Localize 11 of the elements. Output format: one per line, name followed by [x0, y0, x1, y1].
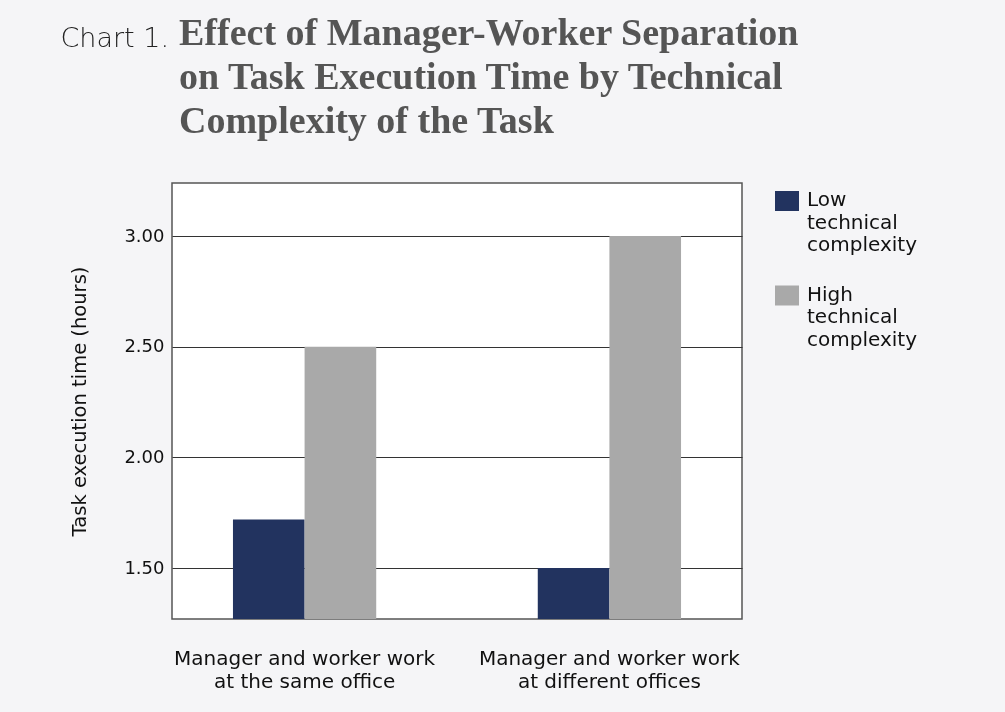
y-tick-label: 3.00	[124, 224, 165, 246]
x-tick-label: Manager and worker work at the same office	[174, 645, 436, 693]
y-tick-label: 2.50	[124, 335, 165, 357]
caption: Chart 1.	[60, 22, 169, 53]
x-tick-label: Manager and worker work at different offices	[478, 645, 741, 693]
chart-title: Effect of Manager-Worker Separation on Task Execution Time by Technical Complexity of the Task	[179, 11, 799, 141]
y-axis-title: Task execution time (hours)	[68, 266, 92, 538]
y-tick-label: 2.00	[124, 445, 165, 467]
y-tick-label: 1.50	[124, 556, 165, 578]
legend-label: Low technical complexity	[807, 187, 918, 256]
legend-label: High technical complexity	[807, 281, 918, 351]
